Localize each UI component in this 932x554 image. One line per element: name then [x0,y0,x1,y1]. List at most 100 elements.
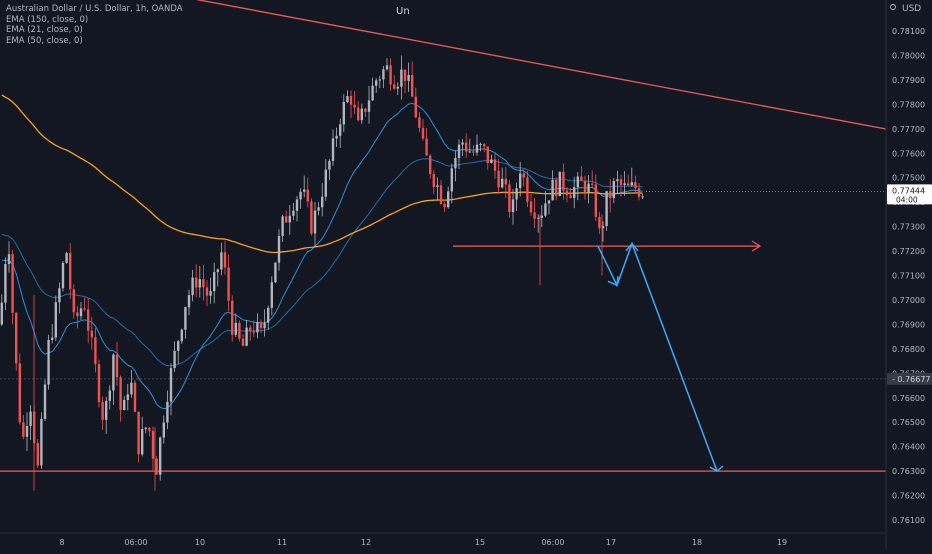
candle-body [339,124,342,136]
price-tick-label: 0.77200 [892,247,925,256]
candle-body [414,96,417,118]
candle-body [605,191,608,226]
candle-body [609,191,612,199]
candle-body [465,142,468,152]
candle-body [479,144,482,146]
candle-body [389,65,392,85]
current-price-badge [887,184,932,205]
ema21-line [1,102,643,410]
candle-body [562,171,565,191]
price-tick-label: 0.76900 [892,320,925,329]
candle-body [418,117,421,128]
candle-body [447,191,450,208]
price-tick-label: 0.76500 [892,418,925,427]
candle-body [18,363,21,423]
chart-legend: Australian Dollar / U.S. Dollar, 1h, OAN… [6,4,183,46]
candle-body [213,272,216,292]
candle-body [198,279,201,288]
candle-body [0,302,4,325]
candle-body [97,364,101,403]
candle-body [169,368,173,402]
candle-body [411,74,414,97]
candle-body [220,252,223,270]
time-tick-label: 10 [195,538,205,547]
current-price-value: 0.77444 [892,186,925,195]
candle-body [87,309,90,331]
candle-body [421,127,425,139]
marked-price-value: - 0.76677 [892,375,931,384]
price-tick-label: 0.76600 [892,394,925,403]
price-tick-label: 0.76300 [892,467,925,476]
candle-body [537,217,540,219]
candles-layer [0,55,644,491]
candle-body [277,235,281,263]
candle-body [555,179,558,196]
candle-body [371,85,374,101]
candle-body [25,425,29,437]
candle-body [439,185,443,204]
candle-body [252,331,255,333]
candle-body [202,279,205,288]
candle-body [133,382,137,412]
indicator-ema150[interactable]: EMA (150, close, 0) [6,14,89,25]
candle-body [292,210,295,216]
candle-body [601,225,605,229]
ema150-line [1,94,643,254]
candle-body [382,69,385,80]
candle-body [594,184,597,217]
candle-body [533,212,536,219]
candle-body [76,312,79,317]
marked-price-badge [887,372,932,385]
candle-body [353,104,356,108]
candle-body [357,107,360,121]
time-tick-label: 18 [692,538,702,547]
time-tick-label: 11 [277,538,287,547]
candle-body [36,443,39,466]
candle-body [436,185,439,187]
candle-body [598,216,601,229]
price-tick-label: 0.76100 [892,516,925,525]
time-tick-label: 12 [361,538,371,547]
candle-body [490,159,493,164]
candle-body [162,422,165,438]
candle-body [641,196,644,198]
candle-body [205,287,209,296]
candle-body [184,307,187,330]
time-tick-label: 06:00 [541,538,564,547]
drawings-layer [0,0,887,472]
candle-body [425,138,428,156]
candle-body [508,184,511,213]
candle-body [573,187,576,199]
indicator-ema50[interactable]: EMA (50, close, 0) [6,35,83,46]
candle-body [457,144,461,159]
candle-body [486,146,489,164]
candle-body [310,201,313,234]
candle-body [43,384,47,419]
price-tick-label: 0.76400 [892,443,925,452]
candle-body [238,322,241,339]
price-axis[interactable]: 0.78100 0.78000 0.77900 0.77800 0.77700 0.776… [892,27,925,525]
candle-body [583,180,587,193]
indicator-ema21[interactable]: EMA (21, close, 0) [6,25,83,35]
candle-body [396,86,399,89]
projection-arrow-icon [625,242,639,252]
time-axis[interactable]: 8 06:00 10 11 12 15 06:00 17 18 19 [59,538,787,547]
candle-body [515,188,518,200]
candle-body [195,277,198,288]
candle-body [51,337,54,340]
candle-body [180,329,183,342]
candle-body [173,350,176,369]
symbol-title[interactable]: Australian Dollar / U.S. Dollar, 1h, OAN… [6,4,183,14]
resistance-arrow-icon [751,240,762,252]
candle-body [551,179,554,201]
candle-body [580,176,583,181]
candle-body [403,69,407,81]
descending-trendline [195,0,887,130]
price-tick-label: 0.78100 [892,27,925,36]
candle-body [79,308,83,317]
candle-body [227,267,230,301]
candle-body [303,189,306,192]
candle-body [317,207,320,211]
